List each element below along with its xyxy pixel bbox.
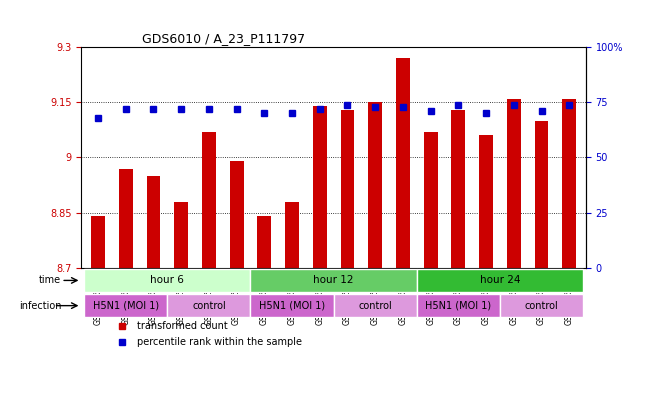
FancyBboxPatch shape — [251, 269, 417, 292]
Bar — [202, 132, 216, 268]
Bar — [257, 216, 271, 268]
Text: H5N1 (MOI 1): H5N1 (MOI 1) — [259, 301, 325, 310]
Bar — [285, 202, 299, 268]
Bar — [451, 110, 465, 268]
Bar — [562, 99, 576, 268]
FancyBboxPatch shape — [84, 269, 251, 292]
Text: hour 24: hour 24 — [480, 275, 520, 285]
Bar — [507, 99, 521, 268]
Bar — [313, 106, 327, 268]
Bar — [174, 202, 188, 268]
Text: percentile rank within the sample: percentile rank within the sample — [137, 337, 302, 347]
FancyBboxPatch shape — [417, 294, 500, 317]
Bar — [230, 161, 243, 268]
Bar — [91, 216, 105, 268]
FancyBboxPatch shape — [251, 294, 333, 317]
Bar — [479, 136, 493, 268]
Text: hour 6: hour 6 — [150, 275, 184, 285]
Bar — [146, 176, 160, 268]
Text: GDS6010 / A_23_P111797: GDS6010 / A_23_P111797 — [142, 31, 305, 44]
Bar — [424, 132, 437, 268]
Bar — [396, 58, 410, 268]
Bar — [340, 110, 354, 268]
Text: control: control — [192, 301, 226, 310]
Text: control: control — [525, 301, 559, 310]
Text: control: control — [358, 301, 392, 310]
Text: time: time — [39, 275, 61, 285]
Bar — [368, 102, 382, 268]
Text: H5N1 (MOI 1): H5N1 (MOI 1) — [425, 301, 492, 310]
FancyBboxPatch shape — [84, 294, 167, 317]
FancyBboxPatch shape — [500, 294, 583, 317]
Bar — [118, 169, 133, 268]
Text: infection: infection — [19, 301, 61, 310]
FancyBboxPatch shape — [417, 269, 583, 292]
FancyBboxPatch shape — [167, 294, 251, 317]
Bar — [534, 121, 549, 268]
FancyBboxPatch shape — [333, 294, 417, 317]
Text: H5N1 (MOI 1): H5N1 (MOI 1) — [92, 301, 159, 310]
Text: hour 12: hour 12 — [313, 275, 354, 285]
Text: transformed count: transformed count — [137, 321, 228, 331]
